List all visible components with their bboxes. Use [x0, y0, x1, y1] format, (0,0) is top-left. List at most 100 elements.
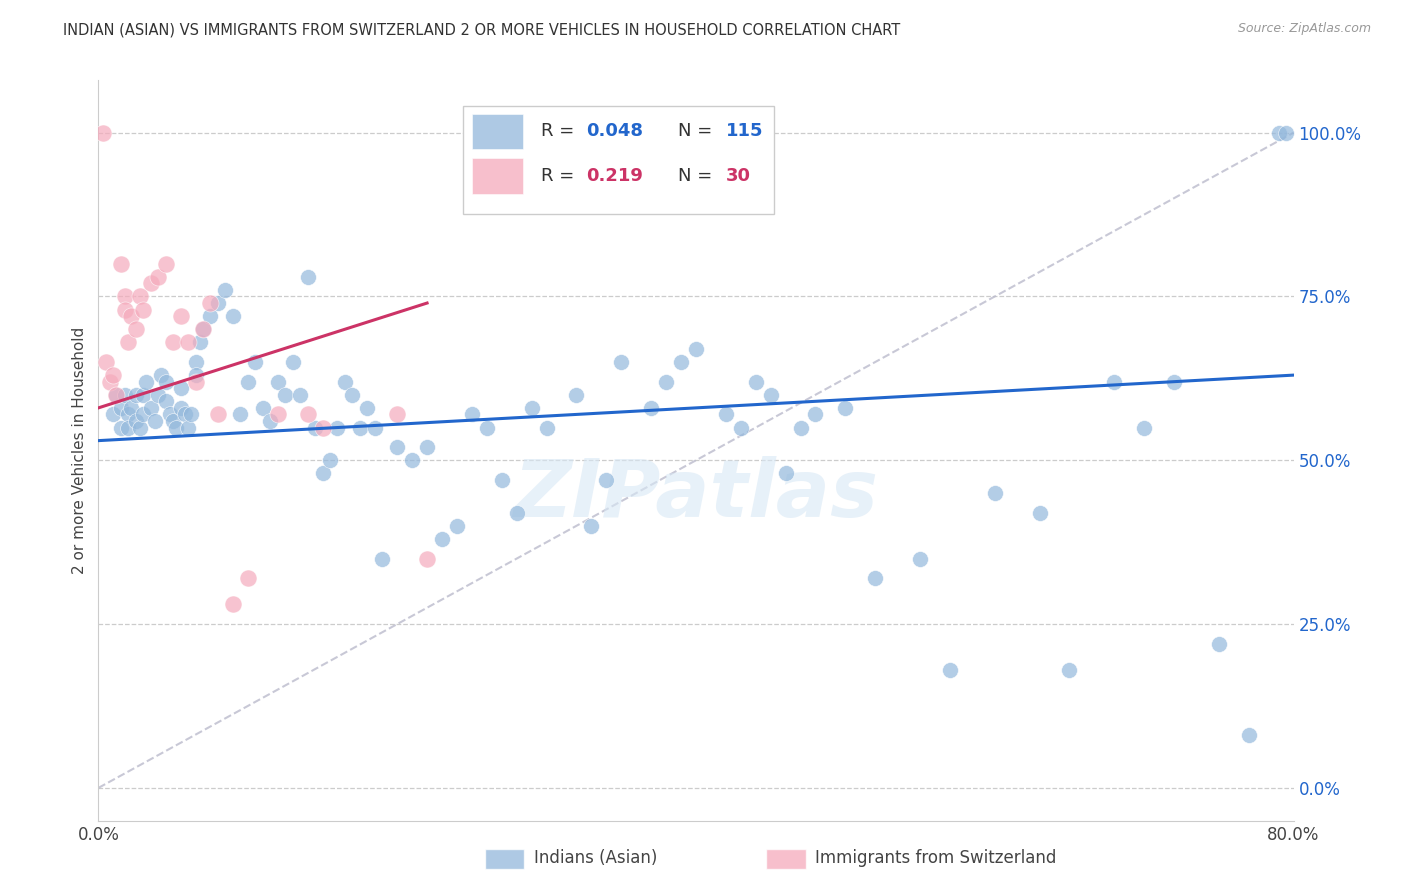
Text: Source: ZipAtlas.com: Source: ZipAtlas.com — [1237, 22, 1371, 36]
FancyBboxPatch shape — [472, 113, 523, 149]
Point — [214, 283, 236, 297]
Point — [98, 375, 122, 389]
Point — [132, 302, 155, 317]
Point — [155, 257, 177, 271]
Point — [103, 368, 125, 383]
Point — [200, 309, 222, 323]
Point — [685, 342, 707, 356]
Point — [162, 414, 184, 428]
Point — [520, 401, 543, 415]
Point — [1163, 375, 1185, 389]
Point — [304, 420, 326, 434]
Point — [297, 408, 319, 422]
Point — [1104, 375, 1126, 389]
Text: N =: N = — [678, 122, 718, 140]
Text: N =: N = — [678, 167, 718, 185]
Point — [714, 408, 737, 422]
Text: R =: R = — [541, 122, 579, 140]
Point — [342, 388, 364, 402]
Text: R =: R = — [541, 167, 579, 185]
Point — [165, 420, 187, 434]
Point — [401, 453, 423, 467]
Point — [105, 388, 128, 402]
Point — [416, 440, 439, 454]
Point — [297, 269, 319, 284]
Point — [139, 401, 162, 415]
Point — [939, 663, 962, 677]
FancyBboxPatch shape — [463, 106, 773, 213]
Point — [135, 375, 157, 389]
Text: Indians (Asian): Indians (Asian) — [534, 849, 658, 867]
Point — [139, 277, 162, 291]
Point — [184, 368, 207, 383]
Point — [333, 375, 356, 389]
Point — [155, 375, 177, 389]
Point — [640, 401, 662, 415]
Point — [252, 401, 274, 415]
Point — [229, 408, 252, 422]
Point — [491, 473, 513, 487]
Point — [191, 322, 214, 336]
Point — [129, 420, 152, 434]
Point — [110, 257, 132, 271]
Point — [319, 453, 342, 467]
Point — [125, 322, 148, 336]
Point — [385, 408, 409, 422]
Point — [356, 401, 378, 415]
Point — [120, 309, 142, 323]
Point — [475, 420, 498, 434]
Point — [169, 309, 191, 323]
Point — [150, 368, 173, 383]
Point — [1059, 663, 1081, 677]
Point — [311, 420, 333, 434]
Text: INDIAN (ASIAN) VS IMMIGRANTS FROM SWITZERLAND 2 OR MORE VEHICLES IN HOUSEHOLD CO: INDIAN (ASIAN) VS IMMIGRANTS FROM SWITZE… — [63, 22, 900, 37]
Y-axis label: 2 or more Vehicles in Household: 2 or more Vehicles in Household — [72, 326, 87, 574]
Point — [1267, 126, 1289, 140]
Point — [117, 335, 139, 350]
Point — [789, 420, 811, 434]
Point — [177, 335, 200, 350]
Point — [91, 126, 114, 140]
FancyBboxPatch shape — [472, 158, 523, 194]
Point — [281, 355, 304, 369]
Point — [120, 401, 142, 415]
Point — [143, 414, 166, 428]
Point — [595, 473, 617, 487]
Point — [188, 335, 211, 350]
Point — [222, 309, 245, 323]
Point — [117, 420, 139, 434]
Point — [565, 388, 588, 402]
Point — [114, 388, 136, 402]
Text: 0.048: 0.048 — [586, 122, 643, 140]
Point — [184, 355, 207, 369]
Point — [416, 551, 439, 566]
Point — [148, 269, 170, 284]
Point — [236, 571, 259, 585]
Point — [1028, 506, 1050, 520]
Point — [655, 375, 678, 389]
Point — [184, 375, 207, 389]
Point — [506, 506, 529, 520]
Point — [446, 518, 468, 533]
Point — [865, 571, 887, 585]
Point — [105, 388, 128, 402]
Point — [326, 420, 349, 434]
Point — [114, 302, 136, 317]
Point — [267, 375, 290, 389]
Point — [669, 355, 692, 369]
Point — [745, 375, 768, 389]
Point — [177, 420, 200, 434]
Point — [610, 355, 633, 369]
Point — [267, 408, 290, 422]
Point — [169, 381, 191, 395]
Point — [730, 420, 752, 434]
Point — [114, 289, 136, 303]
Point — [908, 551, 931, 566]
Point — [103, 408, 125, 422]
Point — [385, 440, 409, 454]
Text: ZIPatlas: ZIPatlas — [513, 456, 879, 534]
Point — [775, 467, 797, 481]
Point — [191, 322, 214, 336]
Point — [1208, 637, 1230, 651]
Point — [125, 388, 148, 402]
